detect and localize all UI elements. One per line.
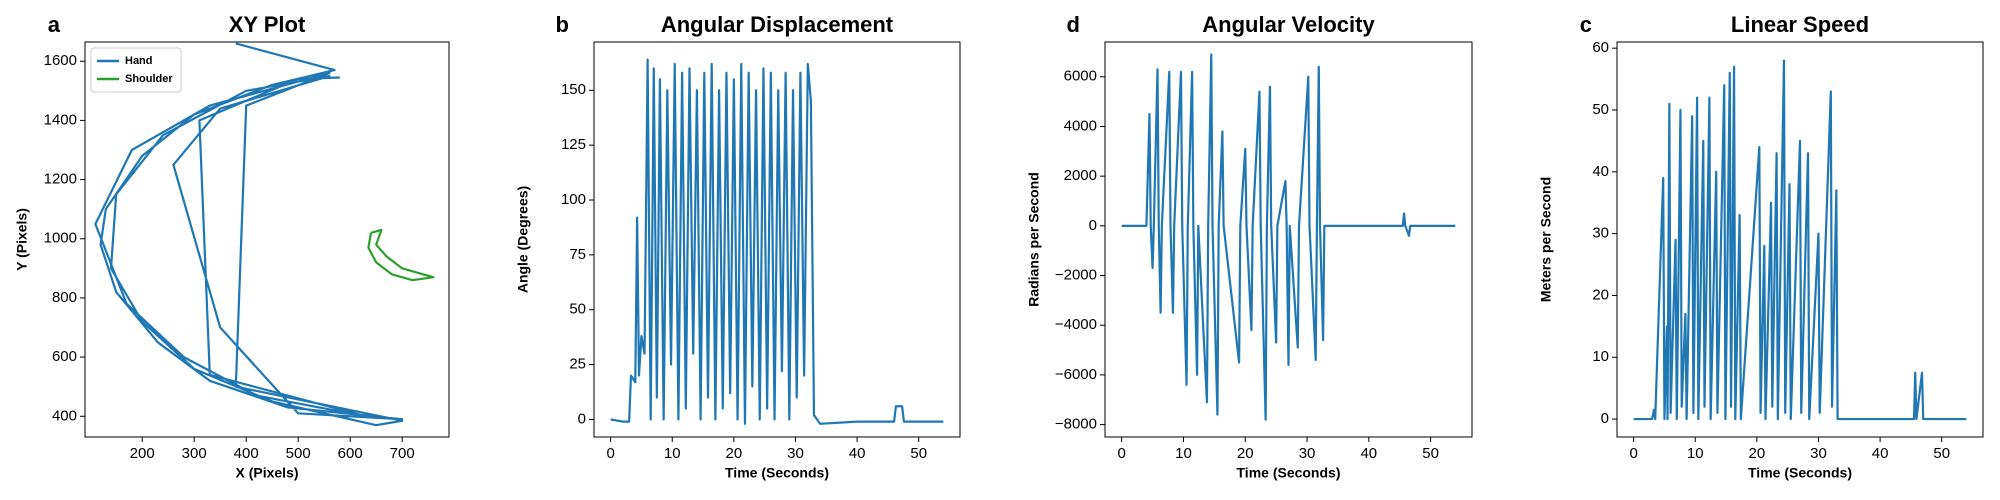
data-line bbox=[1633, 59, 1967, 421]
x-tick-label: 10 bbox=[1687, 445, 1704, 462]
plot-area bbox=[94, 42, 435, 427]
x-tick-label: 700 bbox=[390, 445, 415, 462]
y-tick-label: 1200 bbox=[44, 171, 77, 188]
y-tick-label: 20 bbox=[1592, 286, 1609, 303]
x-axis-label: Time (Seconds) bbox=[1237, 465, 1341, 481]
y-tick-label: 0 bbox=[1601, 410, 1609, 427]
y-tick-label: 600 bbox=[52, 348, 77, 365]
x-tick-label: 40 bbox=[1872, 445, 1889, 462]
y-axis-label: Angle (Degrees) bbox=[515, 186, 531, 293]
plot-area bbox=[1121, 53, 1456, 421]
y-tick-label: 60 bbox=[1592, 39, 1609, 56]
x-tick-label: 10 bbox=[1175, 445, 1192, 462]
panel-label: b bbox=[556, 12, 569, 37]
y-tick-label: 40 bbox=[1592, 163, 1609, 180]
chart-title: Linear Speed bbox=[1731, 12, 1869, 37]
data-line bbox=[610, 58, 944, 425]
legend-label: Hand bbox=[125, 55, 153, 67]
y-tick-label: 1000 bbox=[44, 230, 77, 247]
y-tick-label: 1400 bbox=[44, 111, 77, 128]
y-axis-label: Meters per Second bbox=[1538, 177, 1554, 302]
data-line bbox=[94, 42, 404, 427]
x-tick-label: 0 bbox=[1629, 445, 1637, 462]
data-line bbox=[1121, 53, 1456, 421]
panel-label: a bbox=[48, 12, 61, 37]
y-tick-label: 0 bbox=[578, 410, 586, 427]
x-tick-label: 30 bbox=[1810, 445, 1827, 462]
chart-title: XY Plot bbox=[229, 12, 306, 37]
x-tick-label: 500 bbox=[286, 445, 311, 462]
panel-label: d bbox=[1067, 12, 1080, 37]
data-line bbox=[367, 228, 435, 282]
x-tick-label: 300 bbox=[182, 445, 207, 462]
y-tick-label: 2000 bbox=[1064, 167, 1097, 184]
x-tick-label: 0 bbox=[606, 445, 614, 462]
x-tick-label: 600 bbox=[338, 445, 363, 462]
x-tick-label: 20 bbox=[1237, 445, 1254, 462]
y-axis-label: Radians per Second bbox=[1026, 172, 1042, 307]
x-tick-label: 400 bbox=[234, 445, 259, 462]
y-tick-label: 50 bbox=[1592, 101, 1609, 118]
y-tick-label: 10 bbox=[1592, 348, 1609, 365]
y-tick-label: 25 bbox=[569, 356, 586, 373]
y-tick-label: −8000 bbox=[1055, 416, 1097, 433]
x-tick-label: 0 bbox=[1118, 445, 1126, 462]
x-tick-label: 50 bbox=[910, 445, 927, 462]
x-tick-label: 20 bbox=[726, 445, 743, 462]
y-tick-label: −4000 bbox=[1055, 316, 1097, 333]
plot-area bbox=[610, 58, 944, 425]
y-tick-label: 75 bbox=[569, 246, 586, 263]
x-axis-label: X (Pixels) bbox=[235, 465, 298, 481]
x-tick-label: 50 bbox=[1422, 445, 1439, 462]
y-tick-label: 125 bbox=[561, 136, 586, 153]
x-tick-label: 20 bbox=[1749, 445, 1766, 462]
axes-frame bbox=[593, 41, 961, 438]
axes-frame bbox=[84, 41, 450, 438]
y-tick-label: 400 bbox=[52, 407, 77, 424]
y-tick-label: −6000 bbox=[1055, 366, 1097, 383]
axes-frame bbox=[1104, 41, 1473, 438]
legend-label: Shoulder bbox=[125, 73, 173, 85]
x-axis-label: Time (Seconds) bbox=[725, 465, 829, 481]
y-tick-label: −2000 bbox=[1055, 266, 1097, 283]
panel-label: c bbox=[1580, 12, 1592, 37]
x-tick-label: 30 bbox=[787, 445, 804, 462]
y-tick-label: 150 bbox=[561, 81, 586, 98]
y-tick-label: 1600 bbox=[44, 52, 77, 69]
y-tick-label: 6000 bbox=[1064, 68, 1097, 85]
y-tick-label: 800 bbox=[52, 289, 77, 306]
chart-title: Angular Displacement bbox=[661, 12, 894, 37]
x-tick-label: 10 bbox=[664, 445, 681, 462]
x-tick-label: 30 bbox=[1299, 445, 1316, 462]
x-tick-label: 40 bbox=[1360, 445, 1377, 462]
chart-title: Angular Velocity bbox=[1202, 12, 1375, 37]
axes-frame bbox=[1616, 41, 1984, 438]
legend-box bbox=[90, 47, 182, 93]
y-tick-label: 0 bbox=[1089, 217, 1097, 234]
x-axis-label: Time (Seconds) bbox=[1748, 465, 1852, 481]
y-tick-label: 30 bbox=[1592, 225, 1609, 242]
y-axis-label: Y (Pixels) bbox=[14, 208, 30, 271]
x-tick-label: 40 bbox=[849, 445, 866, 462]
x-tick-label: 50 bbox=[1933, 445, 1950, 462]
y-tick-label: 4000 bbox=[1064, 117, 1097, 134]
x-tick-label: 200 bbox=[130, 445, 155, 462]
plot-area bbox=[1633, 59, 1967, 421]
y-tick-label: 50 bbox=[569, 301, 586, 318]
y-tick-label: 100 bbox=[561, 191, 586, 208]
